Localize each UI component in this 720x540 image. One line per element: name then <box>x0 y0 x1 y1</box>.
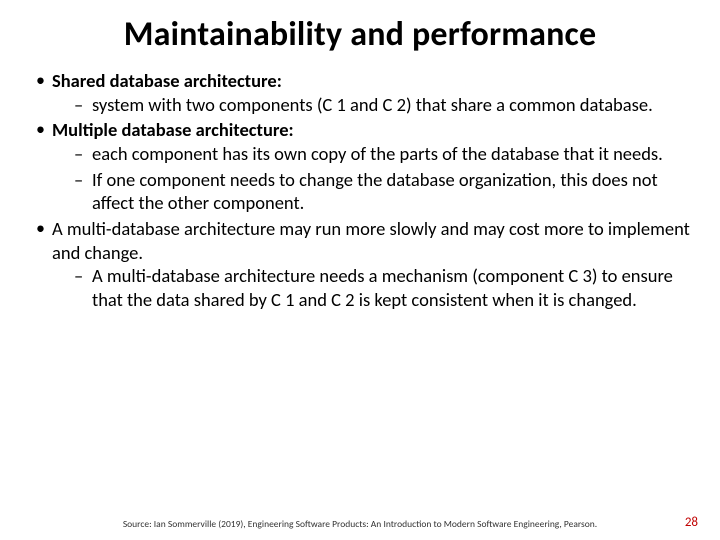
bullet-label: A multi-database architecture may run mo… <box>52 217 690 264</box>
bullet-item: A multi-database architecture may run mo… <box>36 217 702 312</box>
slide-body: Shared database architecture: system wit… <box>0 61 720 312</box>
slide-footer: Source: Ian Sommerville (2019), Engineer… <box>0 515 720 530</box>
source-citation: Source: Ian Sommerville (2019), Engineer… <box>52 518 668 530</box>
sub-item: If one component needs to change the dat… <box>74 168 702 215</box>
sub-item: each component has its own copy of the p… <box>74 142 702 166</box>
page-number: 28 <box>668 515 698 530</box>
sub-list: system with two components (C 1 and C 2)… <box>52 93 702 117</box>
bullet-list: Shared database architecture: system wit… <box>18 69 702 312</box>
sub-list: A multi-database architecture needs a me… <box>52 264 702 311</box>
bullet-item: Multiple database architecture: each com… <box>36 118 702 215</box>
sub-item: system with two components (C 1 and C 2)… <box>74 93 702 117</box>
bullet-item: Shared database architecture: system wit… <box>36 69 702 116</box>
sub-item: A multi-database architecture needs a me… <box>74 264 702 311</box>
slide: Maintainability and performance Shared d… <box>0 0 720 540</box>
sub-list: each component has its own copy of the p… <box>52 142 702 215</box>
bullet-label: Multiple database architecture: <box>52 118 294 141</box>
slide-title: Maintainability and performance <box>0 0 720 61</box>
bullet-label: Shared database architecture: <box>52 69 282 92</box>
